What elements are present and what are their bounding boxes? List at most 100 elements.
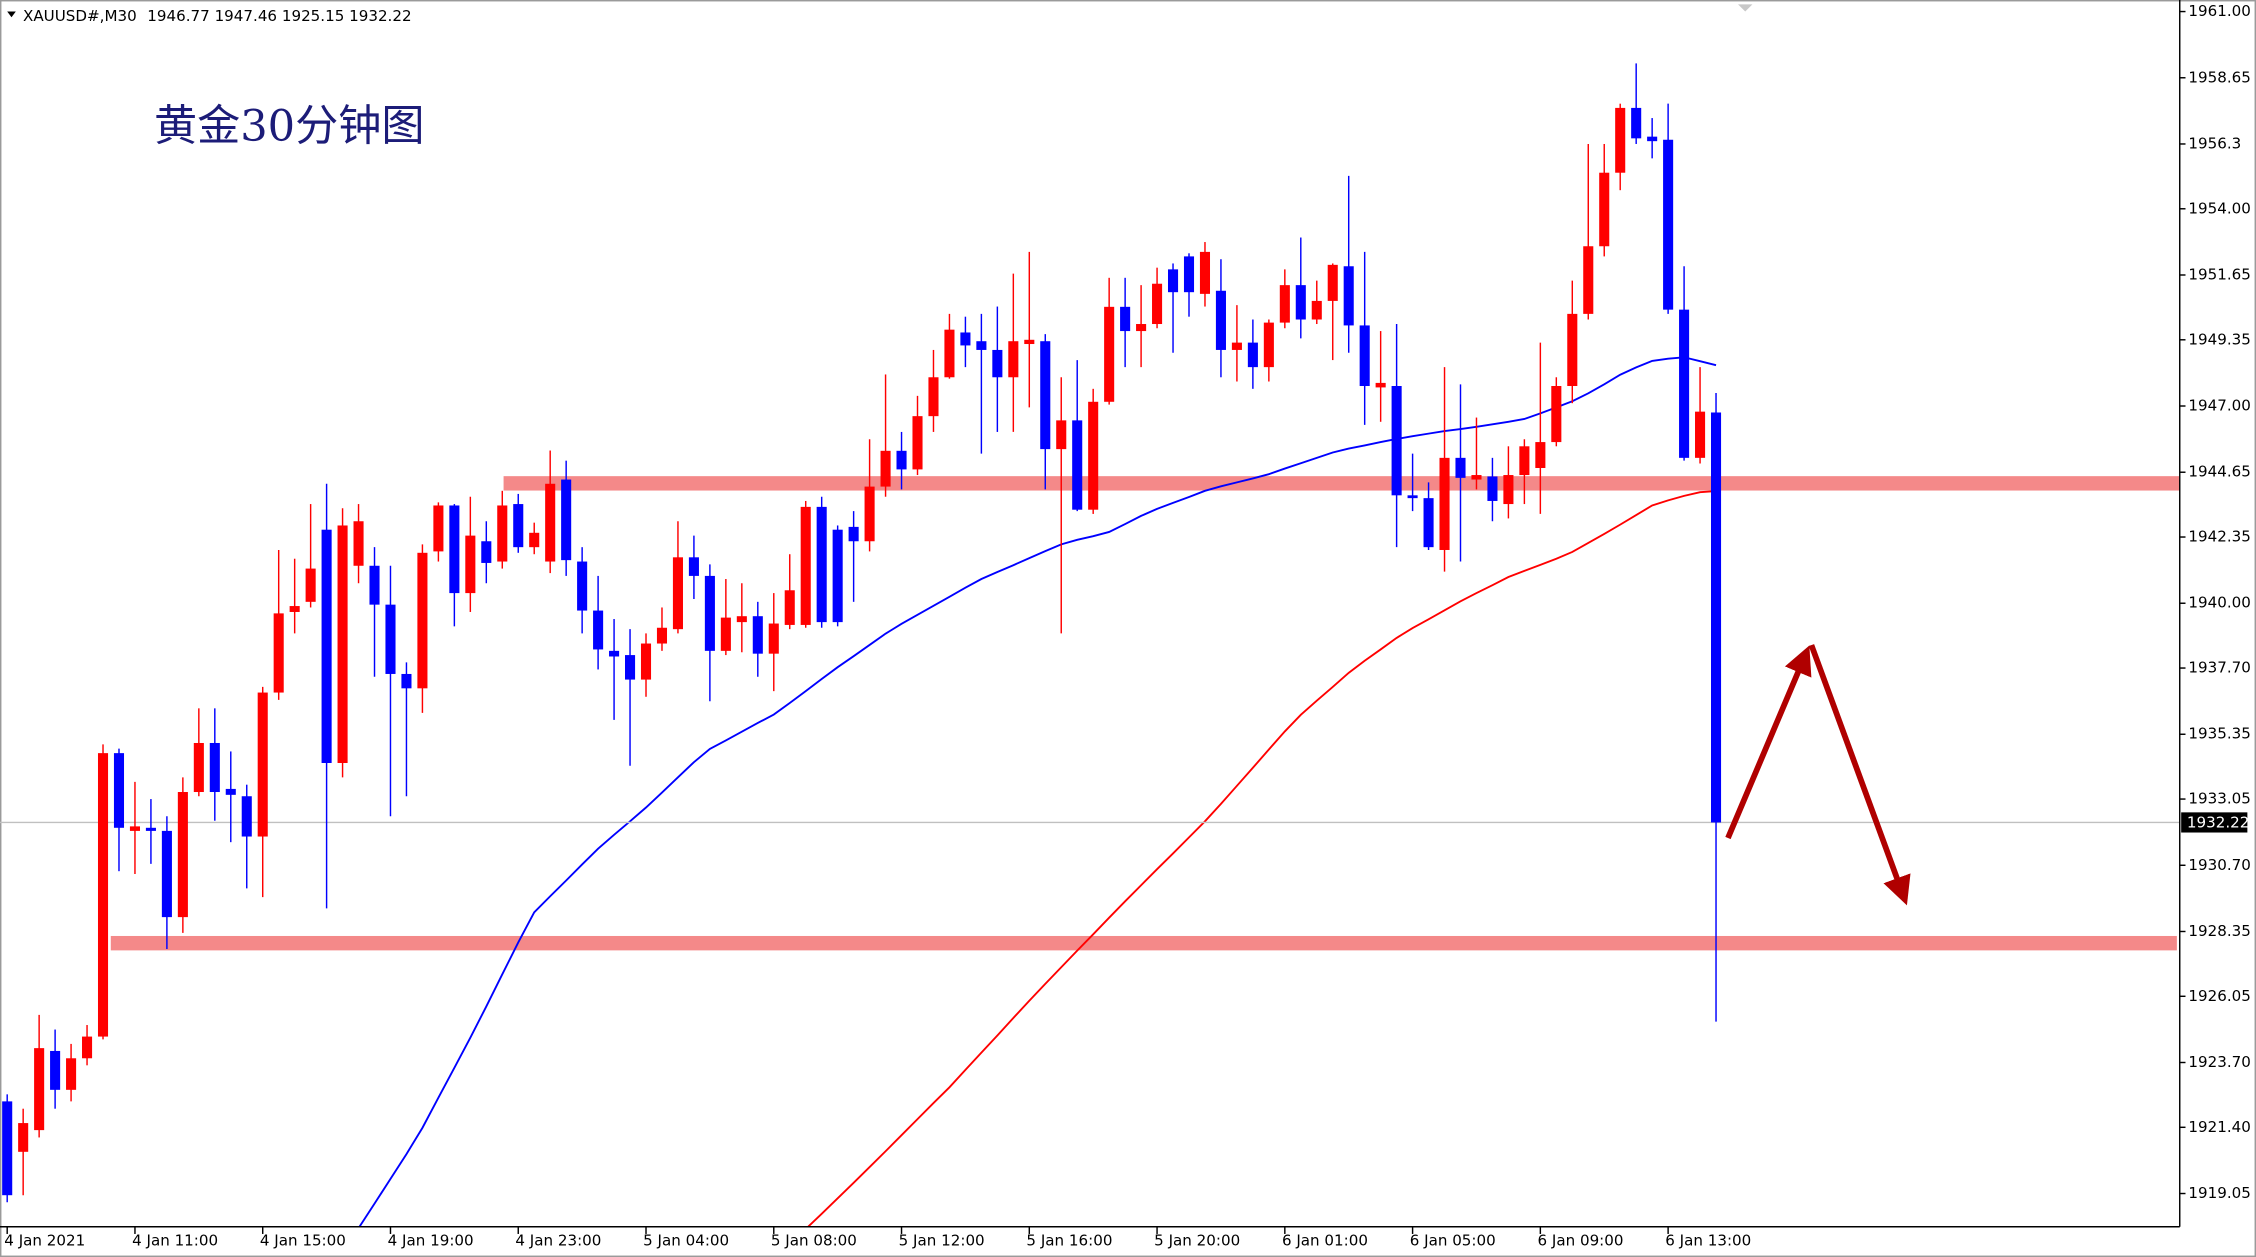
candle-body [1024,339,1035,345]
candle-body [82,1036,93,1059]
x-tick-label: 4 Jan 23:00 [515,1232,601,1250]
candle-body [1503,475,1514,505]
y-tick-label: 1935.35 [2188,725,2250,743]
x-tick-label: 5 Jan 08:00 [771,1232,857,1250]
y-tick-label: 1919.05 [2188,1184,2250,1202]
candle-body [609,650,620,657]
candle-body [960,332,971,346]
candle-body [848,526,859,542]
price-zone [503,476,2180,491]
candle-body [1040,341,1051,450]
candle-body [672,557,683,630]
candle-body [1152,283,1163,325]
candle-body [449,505,460,594]
candle-body [433,505,444,552]
candle-body [752,616,763,654]
candle-body [720,617,731,651]
y-tick-label: 1942.35 [2188,528,2250,546]
candle-body [1215,290,1226,350]
candle-body [1407,495,1418,499]
candle-body [1183,256,1195,293]
symbol: XAUUSD#,M30 [23,6,137,24]
candle-body [1231,342,1242,350]
candle-body [50,1050,61,1090]
moving-average [806,490,1717,1227]
candle-body [593,610,604,650]
candle-body [1631,107,1642,139]
candle-body [385,604,396,674]
candle-body [656,627,668,644]
candle-body [145,827,156,831]
y-tick-label: 1958.65 [2188,68,2250,86]
y-tick-label: 1947.00 [2188,397,2250,415]
candle-body [1104,306,1115,402]
y-tick-label: 1944.65 [2188,463,2250,481]
candle-body [1615,107,1626,173]
candle-body [1487,476,1498,501]
y-tick-label: 1923.70 [2188,1053,2250,1071]
candle-body [209,742,220,793]
candle-body [1679,309,1690,458]
bid-label: 1932.22 [2187,814,2249,832]
candle-body [241,796,252,837]
zones [110,476,2180,951]
candle-body [1056,420,1067,450]
x-tick-label: 6 Jan 09:00 [1537,1232,1623,1250]
candle-body [529,532,540,548]
candle-body [1535,442,1546,468]
x-tick-label: 4 Jan 19:00 [388,1232,474,1250]
candle-body [18,1123,29,1152]
candle-body [832,529,843,623]
header-triangle [7,11,16,18]
candle-body [193,742,204,793]
candle-body [864,486,875,542]
y-tick-label: 1954.00 [2188,199,2250,217]
candle-body [1519,446,1530,476]
candle-body [1343,266,1354,326]
x-tick-label: 5 Jan 04:00 [643,1232,729,1250]
x-tick-label: 6 Jan 13:00 [1665,1232,1751,1250]
candle-body [1663,139,1674,310]
moving-average [358,356,1717,1227]
candle-body [1583,246,1594,314]
candle-body [577,561,588,611]
candle-body [625,655,636,680]
candle-body [640,643,652,680]
bid-label-box [2181,812,2248,833]
candle-body [1375,382,1386,388]
candle-body [177,792,188,918]
candle-body [784,590,795,625]
candle-body [337,525,348,763]
candle-body [1072,420,1083,510]
arrow-up [1725,645,1812,840]
candle-body [912,416,923,470]
y-tick-label: 1928.35 [2188,922,2250,940]
candle-body [1567,313,1578,387]
candle-body [513,504,524,548]
candle-body [273,613,284,693]
candle-body [369,565,380,605]
header-low: 1925.15 [282,6,344,24]
candle-body [688,557,699,576]
candle-body [289,606,300,612]
candle-body [481,541,492,563]
arrow-down [1808,644,1911,906]
candle-body [1199,251,1211,294]
candle-body [992,349,1003,378]
candle-body [497,505,508,562]
y-tick-label: 1937.70 [2188,659,2250,677]
candle-body [1471,475,1482,480]
candle-body [1359,325,1370,387]
y-tick-label: 1930.70 [2188,856,2250,874]
candle-body [465,535,476,594]
candle-body [1439,457,1450,550]
x-tick-label: 5 Jan 12:00 [899,1232,985,1250]
candle-body [704,575,715,651]
candle-body [1008,341,1019,378]
candle-body [113,753,125,828]
y-tick-label: 1926.05 [2188,987,2250,1005]
candle-body [1295,285,1306,320]
